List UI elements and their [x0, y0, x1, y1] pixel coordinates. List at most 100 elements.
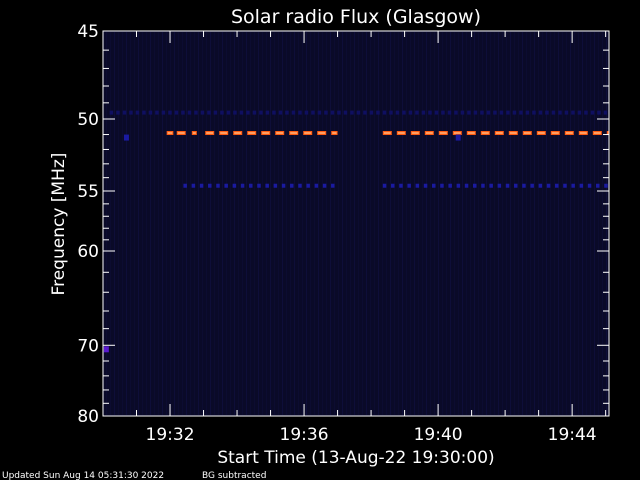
- texture-streak: [394, 32, 395, 415]
- texture-streak: [294, 32, 295, 415]
- texture-streak: [550, 32, 551, 415]
- texture-streak: [266, 32, 267, 415]
- x-tick-label: 19:40: [414, 425, 463, 445]
- emission-medium-dash: [522, 183, 526, 188]
- texture-streak: [214, 32, 215, 415]
- emission-weak-dash: [122, 110, 127, 115]
- texture-streak: [530, 32, 531, 415]
- emission-weak-dash: [532, 110, 536, 115]
- plot-frame: [102, 30, 610, 417]
- texture-streak: [426, 32, 427, 415]
- emission-weak-dash: [519, 110, 523, 115]
- emission-weak-dash: [512, 110, 517, 115]
- emission-weak-dash: [272, 110, 276, 115]
- emission-medium-dash: [391, 183, 395, 188]
- texture-streak: [498, 32, 499, 415]
- emission-strong-core: [192, 132, 196, 134]
- texture-streak: [470, 32, 471, 415]
- texture-streak: [282, 32, 283, 415]
- emission-weak-dash: [363, 110, 367, 115]
- emission-weak-dash: [148, 110, 153, 115]
- texture-streak: [446, 32, 447, 415]
- emission-medium-dash: [216, 183, 220, 188]
- emission-weak-dash: [233, 110, 237, 115]
- emission-strong-core: [481, 132, 489, 134]
- texture-streak: [154, 32, 155, 415]
- emission-strong-core: [276, 132, 284, 134]
- axis-ticks: 45 50 55 60 70 80 19:32 19:36 19:40 19:44: [77, 22, 609, 445]
- emission-medium-dash: [587, 183, 592, 188]
- emission-weak-dash: [460, 110, 465, 115]
- texture-streak: [510, 32, 511, 415]
- emission-medium-dash: [290, 183, 294, 188]
- footer-updated: Updated Sun Aug 14 05:31:30 2022: [2, 471, 164, 480]
- emission-strong-core: [579, 132, 587, 134]
- texture-streak: [454, 32, 455, 415]
- texture-streak: [218, 32, 219, 415]
- texture-streak: [150, 32, 151, 415]
- texture-streak: [138, 32, 139, 415]
- emission-spot: [123, 134, 129, 141]
- emission-weak-dash: [265, 110, 270, 115]
- texture-streak: [606, 32, 607, 415]
- y-tick-label: 50: [77, 110, 99, 130]
- emission-weak-dash: [291, 110, 296, 115]
- texture-streak: [306, 32, 307, 415]
- emission-weak-dash: [376, 110, 380, 115]
- emission-weak-dash: [135, 110, 140, 115]
- emission-weak-dash: [480, 110, 484, 115]
- texture-streak: [298, 32, 299, 415]
- texture-streak: [118, 32, 119, 415]
- y-tick-label: 45: [77, 22, 99, 42]
- emission-weak-dash: [155, 110, 159, 115]
- y-tick-label: 60: [77, 242, 99, 262]
- emission-medium-dash: [183, 183, 187, 188]
- emission-medium-dash: [382, 183, 387, 188]
- texture-streak: [254, 32, 255, 415]
- emission-strong-core: [425, 132, 433, 134]
- emission-strong-core: [318, 132, 326, 134]
- texture-streak: [522, 32, 523, 415]
- emission-weak-dash: [213, 110, 218, 115]
- texture-streak: [250, 32, 251, 415]
- emission-weak-dash: [590, 110, 595, 115]
- texture-streak: [302, 32, 303, 415]
- emission-weak-dash: [564, 110, 569, 115]
- texture-streak: [278, 32, 279, 415]
- texture-streak: [322, 32, 323, 415]
- texture-streak: [542, 32, 543, 415]
- emission-weak-dash: [447, 110, 452, 115]
- emission-medium-dash: [563, 183, 567, 188]
- texture-streak: [506, 32, 507, 415]
- emission-strong-core: [467, 132, 475, 134]
- y-tick-label: 70: [77, 336, 99, 356]
- emission-strong-core: [565, 132, 573, 134]
- emission-weak-dash: [382, 110, 387, 115]
- emission-weak-dash: [577, 110, 582, 115]
- emission-weak-dash: [538, 110, 543, 115]
- emission-strong-core: [593, 132, 601, 134]
- emission-medium-dash: [555, 183, 559, 188]
- emission-weak-dash: [304, 110, 309, 115]
- emission-weak-dash: [161, 110, 166, 115]
- texture-streak: [554, 32, 555, 415]
- emission-medium-dash: [407, 183, 411, 188]
- texture-streak: [574, 32, 575, 415]
- texture-streak: [354, 32, 355, 415]
- texture-streak: [546, 32, 547, 415]
- texture-streak: [390, 32, 391, 415]
- emission-weak-dash: [174, 110, 179, 115]
- emission-weak-dash: [571, 110, 575, 115]
- texture-streak: [518, 32, 519, 415]
- texture-streak: [258, 32, 259, 415]
- texture-streak: [594, 32, 595, 415]
- texture-streak: [146, 32, 147, 415]
- emission-weak-dash: [343, 110, 348, 115]
- texture-streak: [586, 32, 587, 415]
- texture-streak: [166, 32, 167, 415]
- emission-medium-dash: [596, 183, 600, 188]
- emission-medium-dash: [273, 183, 278, 188]
- texture-streak: [202, 32, 203, 415]
- emission-spot: [455, 134, 461, 141]
- emission-weak-dash: [584, 110, 588, 115]
